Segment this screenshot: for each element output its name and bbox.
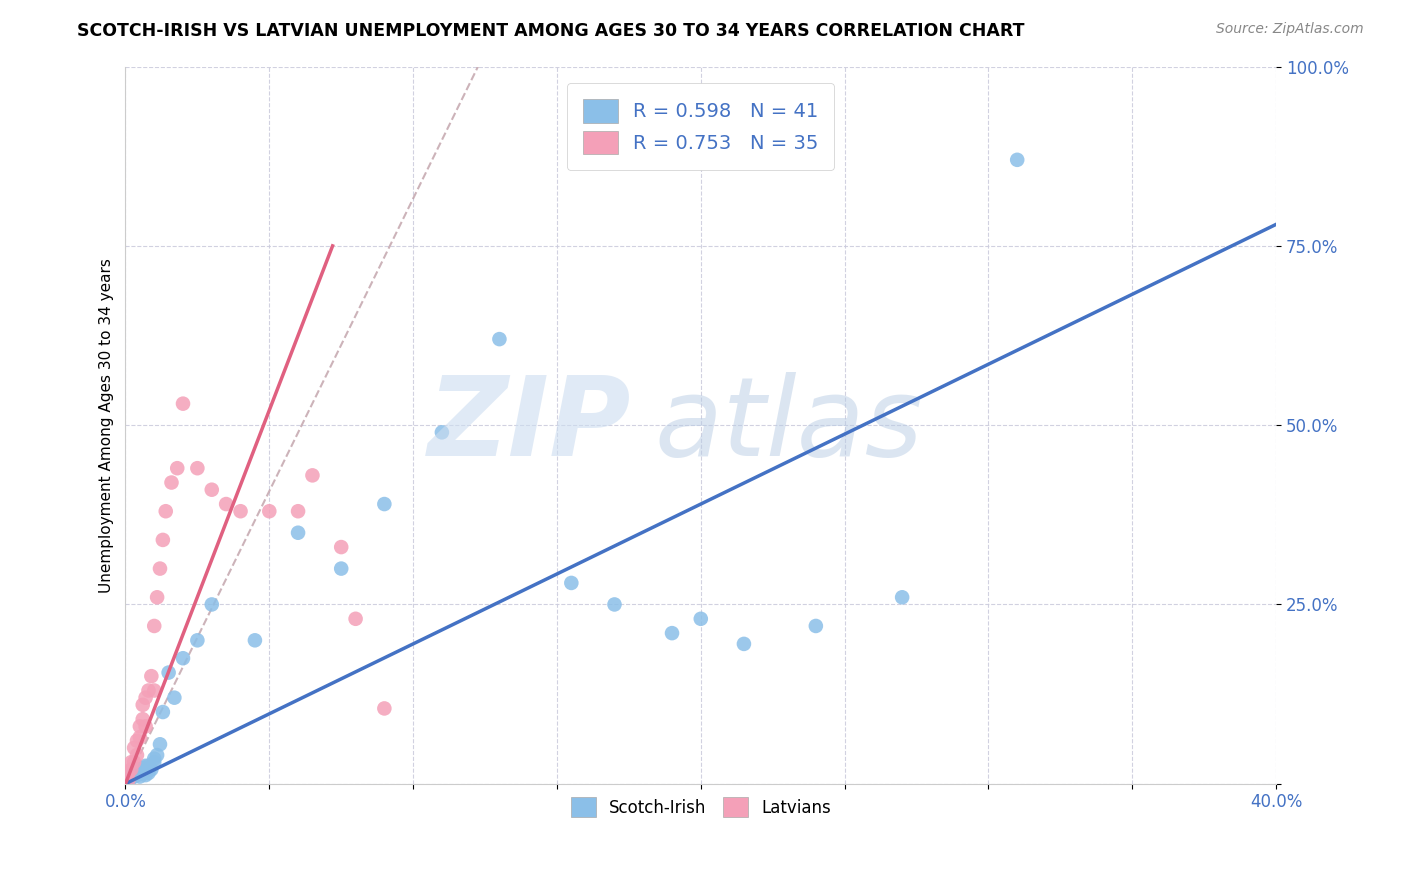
Point — [143, 751, 166, 765]
Point — [172, 397, 194, 411]
Point — [135, 759, 157, 773]
Text: Source: ZipAtlas.com: Source: ZipAtlas.com — [1216, 22, 1364, 37]
Y-axis label: Unemployment Among Ages 30 to 34 years: Unemployment Among Ages 30 to 34 years — [100, 258, 114, 592]
Point — [143, 756, 166, 770]
Point — [661, 626, 683, 640]
Point — [301, 468, 323, 483]
Legend: Scotch-Irish, Latvians: Scotch-Irish, Latvians — [562, 789, 839, 826]
Point — [152, 705, 174, 719]
Point — [125, 764, 148, 778]
Point — [143, 683, 166, 698]
Text: SCOTCH-IRISH VS LATVIAN UNEMPLOYMENT AMONG AGES 30 TO 34 YEARS CORRELATION CHART: SCOTCH-IRISH VS LATVIAN UNEMPLOYMENT AMO… — [77, 22, 1025, 40]
Point — [138, 683, 160, 698]
Point — [122, 756, 145, 770]
Point — [135, 719, 157, 733]
Point — [122, 766, 145, 780]
Point — [128, 770, 150, 784]
Point — [125, 747, 148, 762]
Point — [135, 690, 157, 705]
Point — [120, 756, 142, 770]
Point — [128, 763, 150, 777]
Point — [125, 733, 148, 747]
Point — [128, 730, 150, 744]
Point — [132, 766, 155, 780]
Point — [287, 504, 309, 518]
Point — [330, 540, 353, 554]
Point — [117, 773, 139, 788]
Point — [128, 719, 150, 733]
Point — [141, 669, 163, 683]
Point — [141, 763, 163, 777]
Point — [287, 525, 309, 540]
Point — [149, 737, 172, 751]
Point — [122, 740, 145, 755]
Point — [243, 633, 266, 648]
Point — [138, 759, 160, 773]
Point — [120, 763, 142, 777]
Point — [149, 561, 172, 575]
Point — [160, 475, 183, 490]
Point — [125, 768, 148, 782]
Point — [373, 497, 395, 511]
Point — [733, 637, 755, 651]
Point — [157, 665, 180, 680]
Point — [186, 633, 208, 648]
Point — [163, 690, 186, 705]
Point — [122, 770, 145, 784]
Point — [1005, 153, 1028, 167]
Point — [201, 483, 224, 497]
Point — [172, 651, 194, 665]
Point — [215, 497, 238, 511]
Point — [146, 591, 169, 605]
Point — [344, 612, 367, 626]
Point — [117, 766, 139, 780]
Point — [186, 461, 208, 475]
Point — [135, 768, 157, 782]
Point — [689, 612, 711, 626]
Text: atlas: atlas — [655, 372, 924, 479]
Point — [373, 701, 395, 715]
Point — [146, 747, 169, 762]
Point — [259, 504, 281, 518]
Point — [488, 332, 510, 346]
Text: ZIP: ZIP — [429, 372, 631, 479]
Point — [229, 504, 252, 518]
Point — [132, 698, 155, 712]
Point — [560, 576, 582, 591]
Point — [132, 761, 155, 775]
Point — [120, 771, 142, 785]
Point — [132, 712, 155, 726]
Point — [891, 591, 914, 605]
Point — [117, 770, 139, 784]
Point — [201, 598, 224, 612]
Point — [143, 619, 166, 633]
Point — [117, 773, 139, 788]
Point — [430, 425, 453, 440]
Point — [603, 598, 626, 612]
Point — [138, 766, 160, 780]
Point — [804, 619, 827, 633]
Point — [155, 504, 177, 518]
Point — [152, 533, 174, 547]
Point — [166, 461, 188, 475]
Point — [120, 768, 142, 782]
Point — [330, 561, 353, 575]
